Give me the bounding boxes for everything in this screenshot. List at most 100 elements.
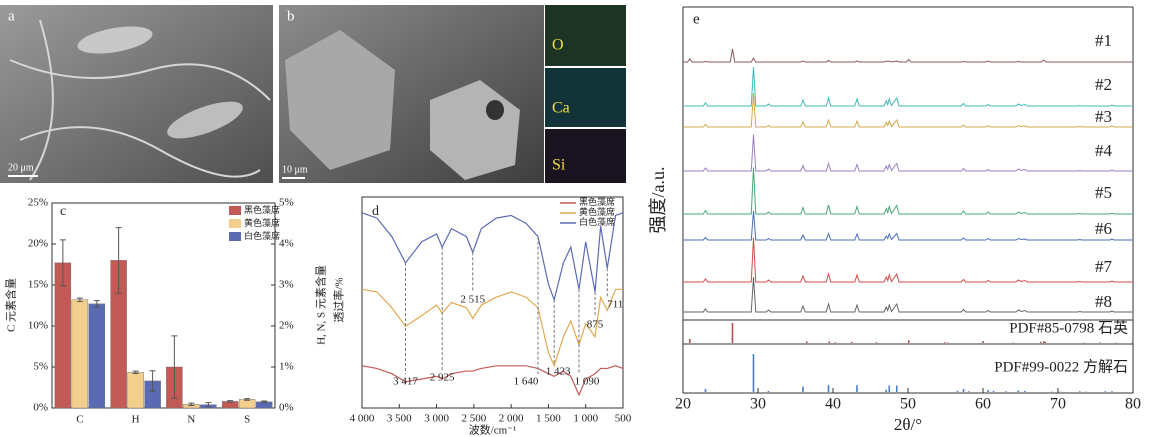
x-tick-label: 70 xyxy=(1050,396,1066,413)
scale-label: 20 μm xyxy=(8,162,34,173)
eds-label: Ca xyxy=(552,100,570,117)
annotation-label: 2 515 xyxy=(460,294,485,306)
bar xyxy=(88,303,106,409)
x-tick-label: 4 000 xyxy=(350,413,375,425)
annotation-label: 711 xyxy=(607,299,623,311)
diffraction-pattern xyxy=(683,237,1133,283)
y2-axis-label: H, N, S 元素含量 xyxy=(314,265,328,345)
y-axis-label: 强度/a.u. xyxy=(648,167,668,234)
legend-label: 黄色藻席 xyxy=(579,206,615,217)
eds-map xyxy=(545,129,626,183)
y2-tick-label: 2% xyxy=(279,320,294,332)
legend-swatch xyxy=(229,232,241,241)
x-tick-label: 20 xyxy=(675,396,691,413)
legend-label: 黄色藻席 xyxy=(244,217,280,228)
pattern-label: #2 xyxy=(1095,75,1112,94)
filaments xyxy=(9,19,271,181)
eds-label: O xyxy=(552,37,564,54)
annotation-label: 1 090 xyxy=(575,376,600,388)
panel-label: b xyxy=(287,8,295,24)
x-tick-label: 60 xyxy=(975,396,991,413)
x-tick-label: 3 500 xyxy=(387,413,412,425)
legend-label: 白色藻席 xyxy=(579,216,615,227)
annotation-label: 1 640 xyxy=(514,376,539,388)
y2-tick-label: 1% xyxy=(279,361,294,373)
y-tick-label: 10% xyxy=(28,320,48,332)
sem-image-b: b 10 μm O Ca Si xyxy=(279,5,626,183)
eds-map xyxy=(545,68,626,127)
y2-tick-label: 3% xyxy=(279,279,294,291)
pattern-label: #7 xyxy=(1095,257,1113,276)
legend-label: 黑色藻席 xyxy=(579,196,615,207)
x-tick-label: 1 000 xyxy=(573,413,598,425)
diffraction-pattern xyxy=(683,66,1133,107)
error-bar xyxy=(227,400,234,403)
annotation-label: 875 xyxy=(587,319,604,331)
diffraction-pattern xyxy=(683,134,1133,172)
y2-tick-label: 0% xyxy=(279,402,294,414)
legend-label: 黑色藻席 xyxy=(244,204,280,215)
reference-label: PDF#99-0022 方解石 xyxy=(994,358,1128,375)
diffraction-pattern xyxy=(683,92,1133,128)
y-tick-label: 25% xyxy=(28,197,48,209)
crystal xyxy=(285,30,395,170)
bar xyxy=(127,372,144,409)
diatom xyxy=(167,101,243,139)
eds-label: Si xyxy=(552,157,566,174)
pattern-label: #3 xyxy=(1095,107,1112,126)
spectrum-line xyxy=(361,365,624,397)
diffraction-pattern xyxy=(683,276,1133,313)
y-tick-label: 15% xyxy=(28,279,48,291)
diatom xyxy=(77,26,153,54)
y-tick-label: 5% xyxy=(33,361,48,373)
x-tick-label: H xyxy=(132,414,140,426)
error-bar xyxy=(59,239,66,287)
panel-label: a xyxy=(8,8,15,24)
x-tick-label: 80 xyxy=(1125,396,1141,413)
plot-frame xyxy=(51,202,276,409)
pattern-label: #8 xyxy=(1095,292,1112,311)
error-bar xyxy=(149,370,156,392)
error-bar xyxy=(93,300,100,308)
x-tick-label: 3 000 xyxy=(424,413,449,425)
bar xyxy=(71,299,89,409)
panel-label: c xyxy=(60,204,66,219)
x-tick-label: S xyxy=(244,414,250,426)
pattern-label: #1 xyxy=(1095,31,1112,50)
y2-tick-label: 5% xyxy=(279,197,294,209)
y-axis-label: C 元素含量 xyxy=(4,278,18,332)
pattern-label: #4 xyxy=(1095,141,1113,160)
x-axis-label: 2θ/° xyxy=(894,415,922,434)
error-bar xyxy=(261,400,268,404)
diffraction-pattern xyxy=(683,167,1133,215)
x-tick-label: 50 xyxy=(900,396,916,413)
legend-swatch xyxy=(229,219,241,228)
error-bar xyxy=(115,227,122,294)
x-tick-label: 30 xyxy=(750,396,766,413)
y-tick-label: 20% xyxy=(28,238,48,250)
plot-frame xyxy=(361,196,624,409)
x-tick-label: 2 500 xyxy=(461,413,486,425)
error-bar xyxy=(205,402,212,408)
error-bar xyxy=(132,370,139,375)
spectrum-line xyxy=(361,288,623,368)
error-bar xyxy=(188,402,195,407)
y2-tick-label: 4% xyxy=(279,238,294,250)
x-axis-label: 波数/cm⁻¹ xyxy=(469,424,517,437)
legend-label: 白色藻席 xyxy=(244,230,280,241)
x-tick-label: 500 xyxy=(615,413,632,425)
panel-label: d xyxy=(372,204,379,219)
diffraction-pattern xyxy=(683,48,1133,63)
pattern-label: #5 xyxy=(1095,183,1112,202)
error-bar xyxy=(171,335,178,399)
scale-label: 10 μm xyxy=(282,164,308,175)
x-tick-label: C xyxy=(76,414,83,426)
legend-swatch xyxy=(229,206,241,215)
y-tick-label: 0% xyxy=(33,402,48,414)
eds-map xyxy=(545,5,626,66)
diffraction-pattern xyxy=(683,210,1133,241)
error-bar xyxy=(244,398,251,401)
y-axis-label: 透过率/% xyxy=(332,277,346,322)
